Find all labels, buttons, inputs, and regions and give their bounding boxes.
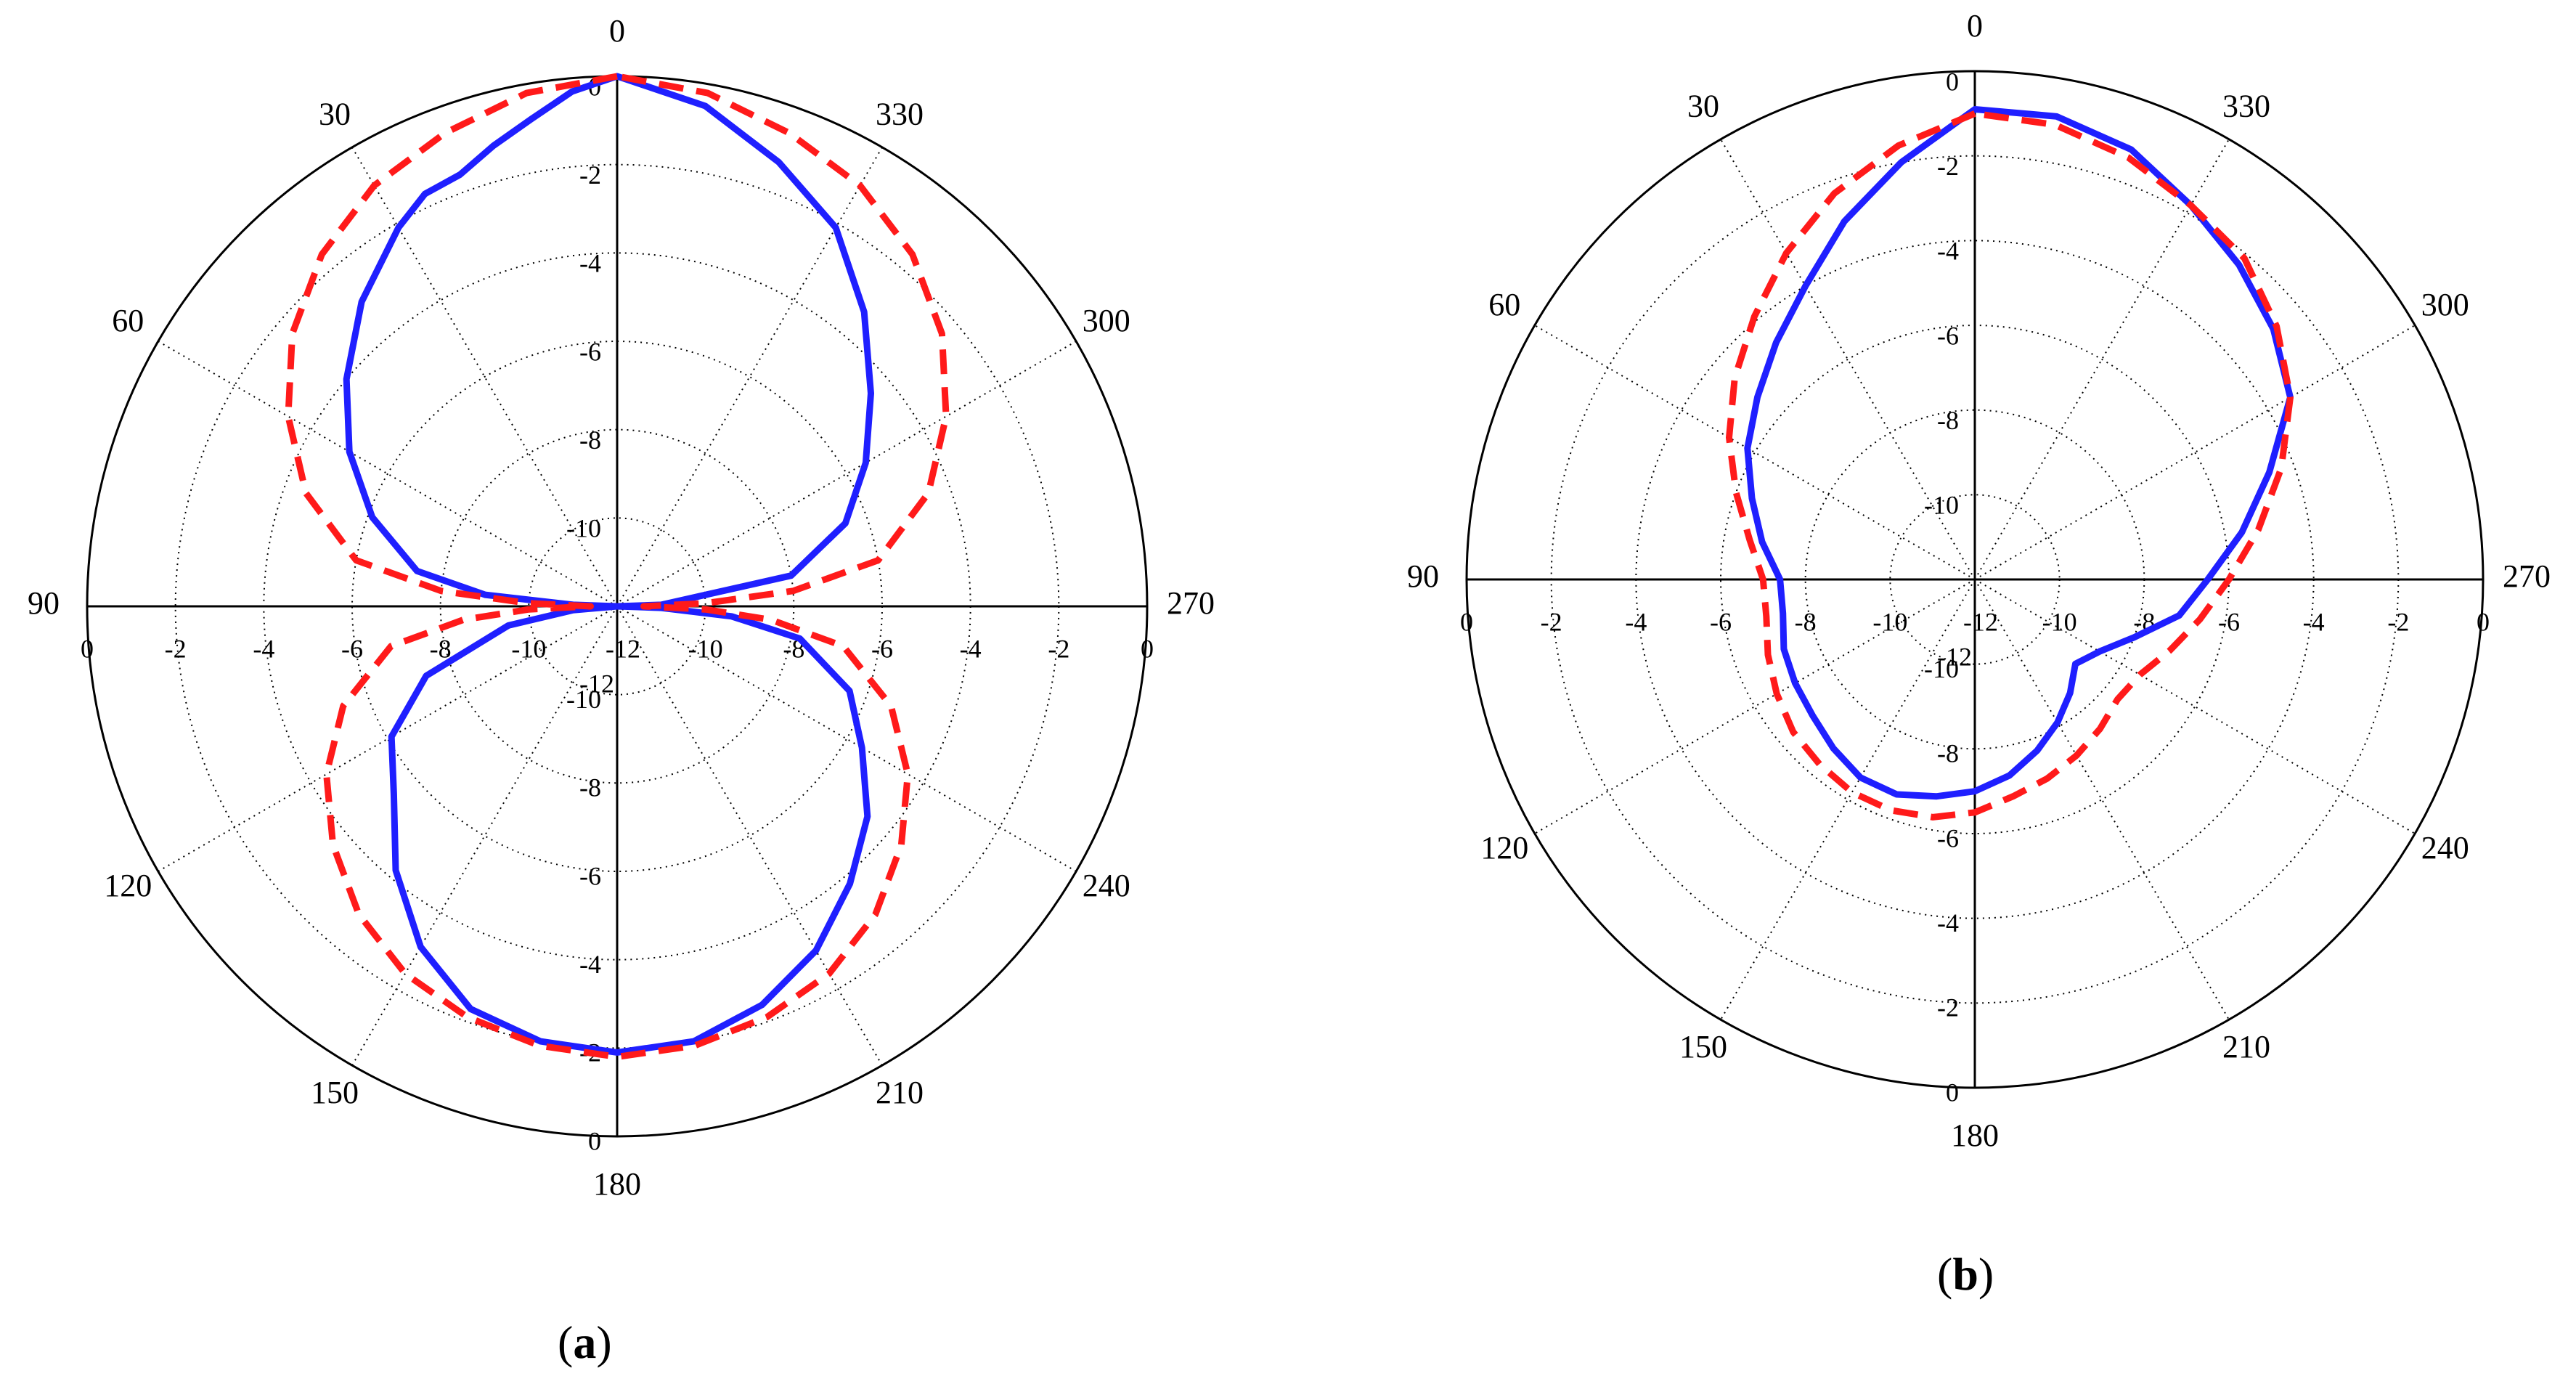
angle-label: 270 [2503,558,2551,594]
angle-label: 330 [876,96,924,131]
radial-tick-label: -8 [579,426,601,455]
radial-tick-label: 0 [81,634,94,663]
radial-tick-label: -12 [1937,642,1972,671]
radial-tick-label: -2 [579,160,601,190]
angle-label: 60 [1488,287,1520,322]
radial-tick-label: -10 [1872,607,1907,636]
radial-tick-label: -10 [688,634,723,663]
angle-label: 0 [1967,8,1983,44]
radial-tick-label: -4 [253,634,274,663]
angle-label: 180 [1951,1118,1999,1153]
panel-b-label: b [1952,1248,1978,1300]
angle-label: 240 [2421,830,2469,866]
series-dashed-red-a [285,73,950,1060]
radial-tick-label: -2 [1937,993,1959,1022]
grid-spoke [616,341,1077,607]
radial-tick-label: -10 [511,634,546,663]
radial-tick-label: -2 [1048,634,1069,663]
radial-tick-label: -6 [579,337,601,366]
radial-tick-label: 0 [1141,634,1154,663]
radial-tick-label: -10 [566,514,601,543]
radial-tick-label: -4 [2303,607,2325,636]
radial-tick-label: -2 [2387,607,2409,636]
panel-b-caption: (b) [1937,1248,1994,1300]
radial-tick-label: -2 [1541,607,1562,636]
angle-label: 120 [1480,830,1528,866]
angle-label: 180 [593,1166,641,1202]
angle-label: 210 [876,1075,924,1110]
series-dashed-red-b [1726,110,2294,821]
grid-spoke [351,606,618,1066]
grid-spoke [158,606,618,872]
angle-label: 90 [1407,558,1439,594]
grid-spoke [1974,325,2416,580]
angle-label: 30 [319,96,351,131]
radial-tick-label: -4 [1937,908,1959,937]
radial-tick-label: -6 [2218,607,2240,636]
radial-tick-label: -12 [606,634,640,663]
grid-spoke [1534,325,1976,580]
radial-tick-label: -12 [579,669,614,698]
radial-tick-label: 0 [588,1126,601,1155]
radial-tick-label: 0 [1946,1078,1959,1107]
grid-spoke [616,147,883,607]
radial-tick-label: 0 [1946,67,1959,96]
angle-label: 150 [1679,1029,1727,1065]
grid-spoke [616,606,1077,872]
angle-label: 270 [1167,585,1215,621]
radial-tick-label: -10 [1924,491,1959,520]
panel-a-caption: (a) [558,1316,612,1368]
radial-tick-label: -8 [1937,739,1959,768]
radial-tick-label: -4 [1625,607,1647,636]
radial-tick-label: -8 [1795,607,1817,636]
radial-tick-label: -8 [430,634,452,663]
radial-tick-label: 0 [2477,607,2490,636]
angle-label: 210 [2222,1029,2270,1065]
radial-tick-label: -8 [1937,406,1959,435]
angle-label: 30 [1687,88,1719,123]
angle-label: 240 [1083,868,1130,903]
angle-label: 300 [2421,287,2469,322]
grid-spoke [158,341,618,607]
radial-tick-label: -10 [1924,654,1959,683]
angle-label: 0 [609,13,625,49]
radial-tick-label: -10 [566,685,601,714]
radial-tick-label: -10 [2042,607,2077,636]
radial-tick-label: -2 [1937,152,1959,181]
angle-label: 300 [1083,303,1130,338]
radial-tick-label: -6 [871,634,893,663]
angle-label: 60 [112,303,144,338]
radial-tick-label: 0 [1460,607,1473,636]
radial-tick-label: -6 [1710,607,1732,636]
radial-tick-label: -4 [579,950,601,979]
radial-tick-label: -2 [165,634,187,663]
radial-tick-label: -6 [1937,823,1959,852]
radial-tick-label: -4 [579,249,601,278]
series-solid-blue-b [1744,106,2294,800]
grid-spoke [1974,579,2416,834]
radial-tick-label: -12 [1963,607,1998,636]
panel-a-label: a [573,1316,597,1368]
grid-spoke [616,606,883,1066]
radial-tick-label: -6 [341,634,363,663]
angle-label: 150 [311,1075,359,1110]
radial-tick-label: -8 [579,773,601,802]
radial-tick-label: -6 [1937,321,1959,350]
angle-label: 330 [2222,88,2270,123]
grid-spoke [351,147,618,607]
series-solid-blue-a [343,73,874,1056]
angle-label: 90 [28,585,60,621]
radial-tick-label: -4 [1937,237,1959,266]
radial-tick-label: -4 [960,634,982,663]
radial-tick-label: -6 [579,861,601,890]
angle-label: 120 [104,868,152,903]
